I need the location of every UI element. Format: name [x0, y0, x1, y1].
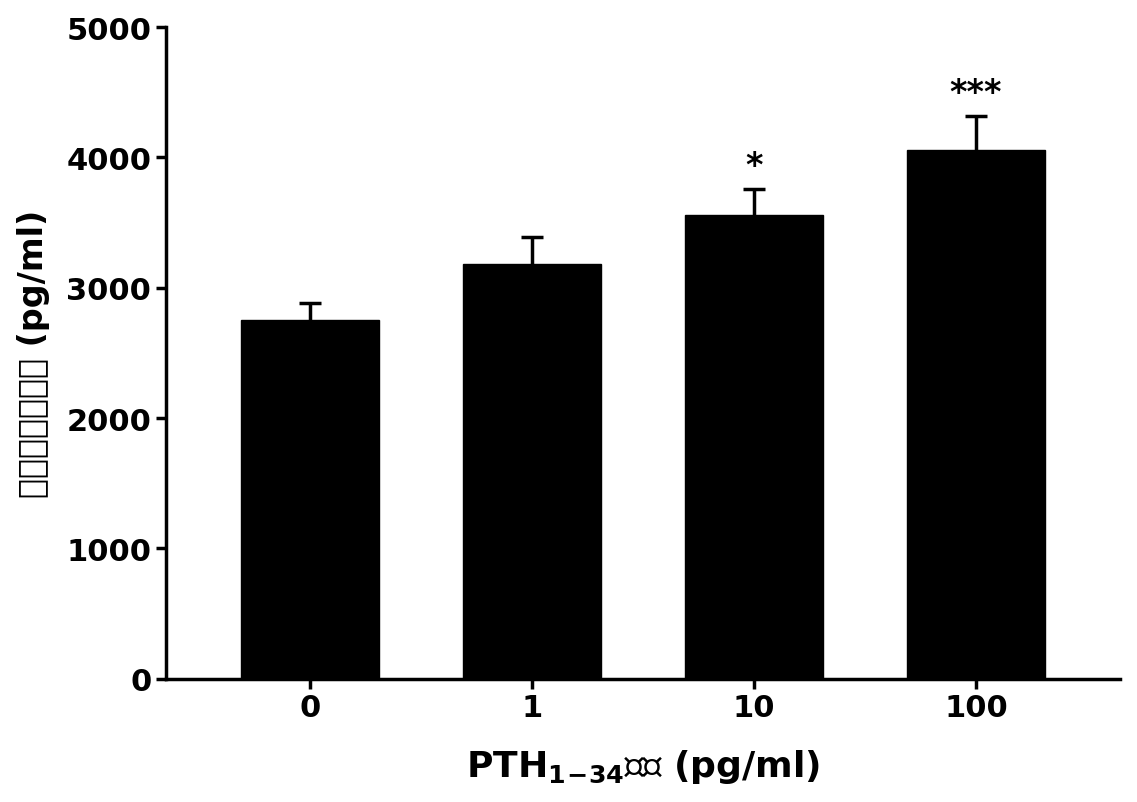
Bar: [241, 321, 379, 679]
Y-axis label: 培养基睾酮浓度 (pg/ml): 培养基睾酮浓度 (pg/ml): [17, 209, 50, 497]
Text: *: *: [746, 149, 763, 182]
Bar: [464, 265, 601, 679]
Bar: [686, 216, 823, 679]
Text: ***: ***: [949, 76, 1003, 110]
Bar: [907, 151, 1045, 679]
X-axis label: PTH$_{\mathbf{1\!-\!34}}$浓度 (pg/ml): PTH$_{\mathbf{1\!-\!34}}$浓度 (pg/ml): [466, 747, 820, 785]
